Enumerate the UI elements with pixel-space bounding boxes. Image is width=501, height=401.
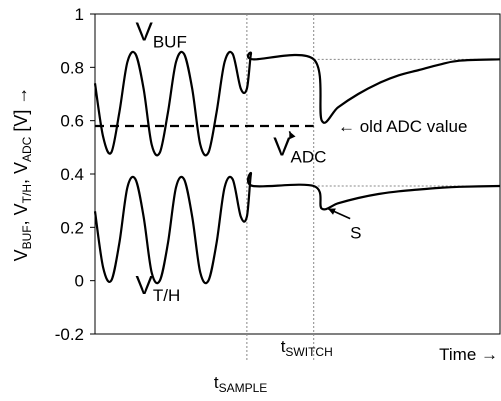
- annotation-s: S: [350, 224, 361, 243]
- t-sample-label: tSAMPLE: [214, 373, 267, 395]
- annotation-old: ← old ADC value: [338, 117, 467, 136]
- y-tick-label: 0.4: [60, 165, 84, 184]
- y-tick-label: 0: [75, 272, 84, 291]
- annotation-arrowhead: [289, 131, 296, 140]
- y-tick-label: 0.6: [60, 112, 84, 131]
- annotation-vbuf: VBUF: [136, 17, 187, 52]
- series-line: [93, 50, 501, 157]
- annotations: VBUF VT/H VADC ← old ADC value S: [136, 17, 468, 305]
- y-tick-label: 0.8: [60, 58, 84, 77]
- annotation-vadc: VADC: [273, 131, 326, 166]
- x-axis-label: Time →: [439, 345, 498, 364]
- annotation-arrowhead: [327, 208, 336, 215]
- reference-lines: tSAMPLE tSWITCH: [214, 14, 500, 395]
- y-axis-label: VBUF, VT/H, VADC [V] →: [11, 87, 34, 262]
- y-tick-label: 0.2: [60, 218, 84, 237]
- t-switch-label: tSWITCH: [281, 337, 333, 359]
- y-tick-label: -0.2: [55, 325, 84, 344]
- annotation-vth: VT/H: [136, 270, 181, 305]
- series-line: [93, 171, 501, 285]
- y-tick-label: 1: [75, 5, 84, 24]
- series-group: [93, 50, 501, 285]
- y-ticks: -0.2 0 0.2 0.4 0.6 0.8 1: [55, 5, 95, 344]
